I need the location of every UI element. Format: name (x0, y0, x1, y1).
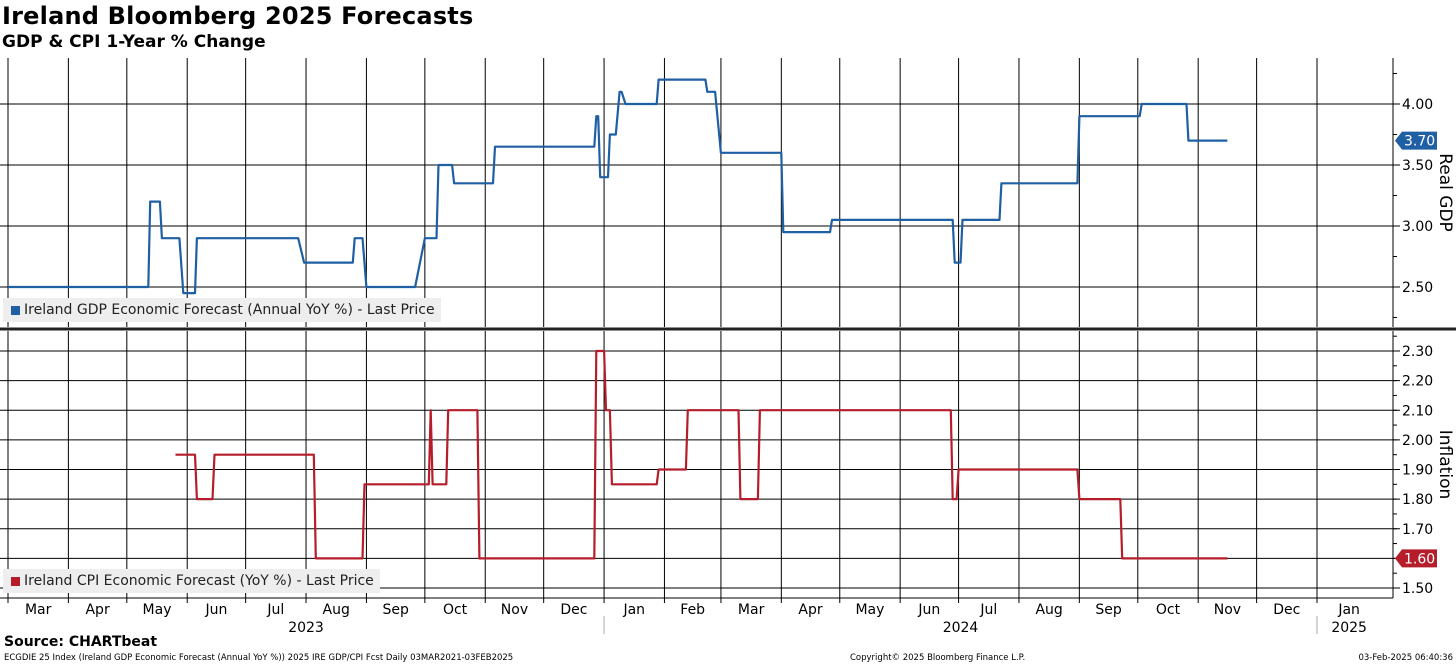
y-tick-label: 1.80 (1402, 492, 1433, 508)
y-tick-label: 2.10 (1402, 403, 1433, 419)
x-month-label: Aug (1035, 602, 1062, 618)
x-month-label: May (143, 602, 172, 618)
y-tick-label: 3.50 (1402, 158, 1433, 174)
legend-gdp: Ireland GDP Economic Forecast (Annual Yo… (3, 298, 441, 322)
cpi-last-value-label: 1.60 (1404, 551, 1435, 567)
x-month-label: Jun (204, 602, 227, 618)
source-note: Source: CHARTbeat (4, 634, 158, 650)
x-month-label: Mar (25, 602, 52, 618)
chart-subtitle: GDP & CPI 1-Year % Change (2, 32, 266, 52)
x-month-label: Feb (680, 602, 705, 618)
x-year-label: 2025 (1331, 620, 1367, 636)
y-tick-label: 2.20 (1402, 374, 1433, 390)
x-month-label: Jan (1337, 602, 1360, 618)
x-month-label: Jan (622, 602, 645, 618)
cpi-last-value-tag (1395, 549, 1437, 568)
x-month-label: Jul (979, 602, 997, 618)
x-year-label: 2023 (288, 620, 324, 636)
x-year-label: 2024 (943, 620, 979, 636)
x-month-label: Dec (560, 602, 587, 618)
y-tick-label: 4.00 (1402, 97, 1433, 113)
footer-copyright: Copyright© 2025 Bloomberg Finance L.P. (850, 653, 1026, 663)
legend-cpi-swatch (11, 576, 20, 586)
chart-title: Ireland Bloomberg 2025 Forecasts (2, 2, 474, 30)
y-axis-title-cpi: Inflation (1435, 430, 1455, 499)
y-tick-label: 3.00 (1402, 219, 1433, 235)
x-month-label: Apr (798, 602, 822, 618)
y-tick-label: 2.30 (1402, 344, 1433, 360)
x-month-label: Mar (738, 602, 765, 618)
y-axis-title-gdp: Real GDP (1435, 153, 1455, 232)
legend-cpi-label: Ireland CPI Economic Forecast (YoY %) - … (24, 573, 374, 589)
x-month-label: Jun (917, 602, 940, 618)
x-month-label: Apr (85, 602, 109, 618)
cpi-series-line (175, 349, 1228, 560)
gdp-series-line (8, 78, 1228, 295)
gdp-last-value-tag (1395, 131, 1437, 150)
footer-timestamp: 03-Feb-2025 06:40:36 (1358, 653, 1453, 663)
x-month-label: Dec (1273, 602, 1300, 618)
y-tick-label: 1.90 (1402, 463, 1433, 479)
x-month-label: Sep (382, 602, 409, 618)
x-month-label: Nov (501, 602, 528, 618)
x-month-label: Jul (266, 602, 284, 618)
legend-gdp-label: Ireland GDP Economic Forecast (Annual Yo… (24, 302, 435, 318)
x-month-label: May (855, 602, 884, 618)
x-month-label: Oct (443, 602, 468, 618)
footer-left: ECGDIE 25 Index (Ireland GDP Economic Fo… (4, 653, 514, 663)
y-tick-label: 1.50 (1402, 581, 1433, 597)
x-month-label: Oct (1156, 602, 1181, 618)
x-month-label: Aug (323, 602, 350, 618)
y-tick-label: 2.00 (1402, 433, 1433, 449)
legend-gdp-swatch (11, 305, 20, 315)
y-tick-label: 1.70 (1402, 522, 1433, 538)
legend-cpi: Ireland CPI Economic Forecast (YoY %) - … (3, 569, 380, 593)
y-tick-label: 2.50 (1402, 280, 1433, 296)
gdp-last-value-label: 3.70 (1404, 134, 1435, 150)
x-month-label: Sep (1095, 602, 1122, 618)
x-month-label: Nov (1214, 602, 1241, 618)
